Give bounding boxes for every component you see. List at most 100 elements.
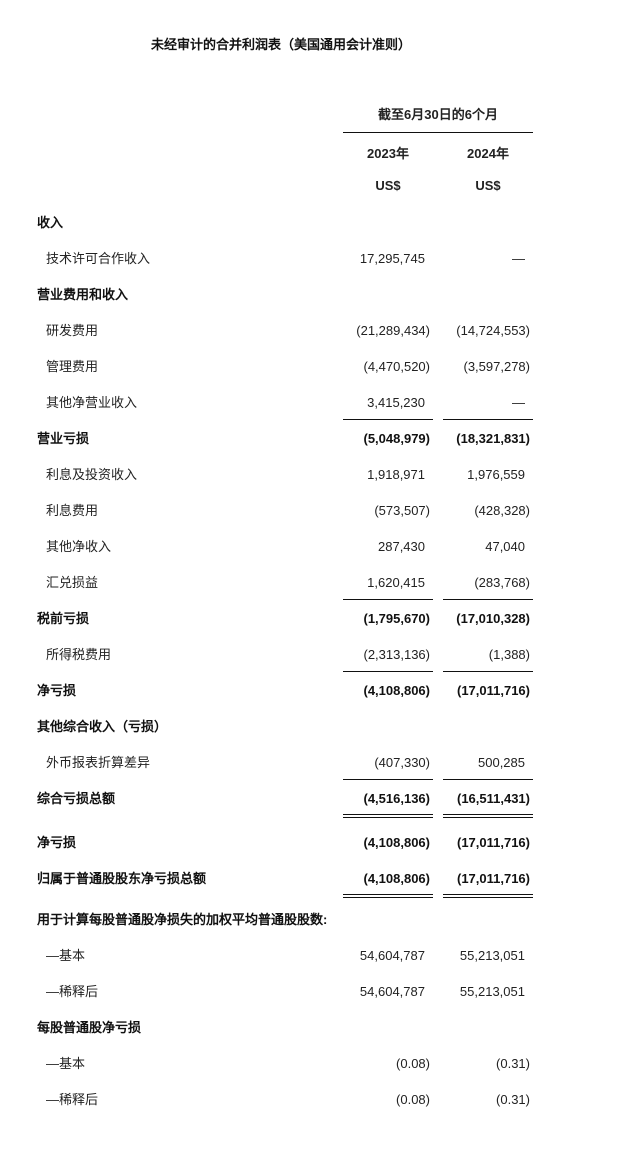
row-label: 营业费用和收入 [37,287,129,302]
row-label: 其他净收入 [46,539,112,554]
row-label: 收入 [37,215,64,230]
value-2023: (4,108,806) [363,835,431,850]
value-2023: (1,795,670) [363,611,431,626]
value-2024: (3,597,278) [463,359,531,374]
value-2023: 54,604,787 [359,948,425,963]
row-label: —稀释后 [46,1092,99,1107]
value-2023: (5,048,979) [363,431,431,446]
value-2024: (17,010,328) [456,611,530,626]
table-row: 收入 [0,205,618,241]
table-row: 用于计算每股普通股净损失的加权平均普通股股数: [0,902,618,938]
value-2023: (4,108,806) [343,861,433,898]
value-2024: — [512,251,525,266]
value-2023: (2,313,136) [343,637,433,672]
table-row: 汇兑损益 1,620,415 (283,768) [0,565,618,601]
table-row: —基本 (0.08) (0.31) [0,1046,618,1082]
currency-2023-header: US$ [375,178,401,193]
year-2024-header: 2024年 [467,146,509,161]
row-label: 用于计算每股普通股净损失的加权平均普通股股数: [37,912,328,927]
statement-title: 未经审计的合并利润表（美国通用会计准则） [150,37,411,52]
value-2023: 287,430 [378,539,425,554]
table-row: 营业费用和收入 [0,277,618,313]
value-2024 [443,205,533,240]
value-2024: (0.31) [496,1056,530,1071]
value-2023: (21,289,434) [356,323,430,338]
row-label: 所得税费用 [46,647,112,662]
value-2024: (17,011,716) [443,861,533,898]
value-2024: (17,011,716) [456,835,530,850]
row-label: 营业亏损 [37,431,90,446]
value-2024: (14,724,553) [456,323,530,338]
value-2024 [443,1010,533,1045]
row-label: 综合亏损总额 [37,791,116,806]
value-2023: (4,516,136) [343,781,433,818]
row-label: —稀释后 [46,984,99,999]
row-label: 每股普通股净亏损 [37,1020,142,1035]
value-2023 [343,1010,433,1045]
table-row: 税前亏损 (1,795,670) (17,010,328) [0,601,618,637]
period-header: 截至6月30日的6个月 [343,104,533,133]
value-2023: 1,620,415 [343,565,433,600]
value-2023: 54,604,787 [359,984,425,999]
row-label: 归属于普通股股东净亏损总额 [37,871,207,886]
value-2023: (0.08) [396,1092,430,1107]
year-2023-header: 2023年 [367,146,409,161]
value-2024: (17,011,716) [456,683,530,698]
value-2024 [443,902,533,937]
table-row: 外币报表折算差异 (407,330) 500,285 [0,745,618,781]
row-label: 技术许可合作收入 [46,251,151,266]
row-label: —基本 [46,948,86,963]
table-row: 营业亏损 (5,048,979) (18,321,831) [0,421,618,457]
table-row: 所得税费用 (2,313,136) (1,388) [0,637,618,673]
income-statement-table: 收入 技术许可合作收入 17,295,745 — 营业费用和收入 研发费用 (21,289,… [0,205,618,1118]
table-row: 综合亏损总额 (4,516,136) (16,511,431) [0,781,618,818]
row-label: 外币报表折算差异 [46,755,151,770]
table-row: 利息及投资收入 1,918,971 1,976,559 [0,457,618,493]
row-label: 管理费用 [46,359,99,374]
table-row: 技术许可合作收入 17,295,745 — [0,241,618,277]
value-2024: (16,511,431) [443,781,533,818]
value-2023: (407,330) [343,745,433,780]
value-2023 [343,277,433,312]
value-2024: 500,285 [443,745,533,780]
table-row: —稀释后 54,604,787 55,213,051 [0,974,618,1010]
row-label: 净亏损 [37,683,77,698]
row-label: —基本 [46,1056,86,1071]
table-row: —稀释后 (0.08) (0.31) [0,1082,618,1118]
row-label: 利息费用 [46,503,99,518]
table-row: 归属于普通股股东净亏损总额 (4,108,806) (17,011,716) [0,861,618,898]
value-2024: (18,321,831) [456,431,530,446]
table-row: —基本 54,604,787 55,213,051 [0,938,618,974]
table-row: 其他净收入 287,430 47,040 [0,529,618,565]
value-2023 [343,709,433,744]
value-2023: 1,918,971 [367,467,425,482]
table-row: 其他综合收入（亏损） [0,709,618,745]
value-2024: 47,040 [485,539,525,554]
value-2024 [443,709,533,744]
row-label: 汇兑损益 [46,575,99,590]
value-2024: 55,213,051 [459,984,525,999]
table-row: 净亏损 (4,108,806) (17,011,716) [0,673,618,709]
row-label: 其他净营业收入 [46,395,138,410]
table-row: 每股普通股净亏损 [0,1010,618,1046]
value-2023 [343,205,433,240]
value-2023 [343,902,433,937]
row-label: 利息及投资收入 [46,467,138,482]
value-2024: (283,768) [443,565,533,600]
value-2023: (4,470,520) [363,359,431,374]
table-row: 研发费用 (21,289,434) (14,724,553) [0,313,618,349]
value-2023: 17,295,745 [359,251,425,266]
table-row: 利息费用 (573,507) (428,328) [0,493,618,529]
value-2024: (428,328) [474,503,530,518]
value-2024 [443,277,533,312]
row-label: 净亏损 [37,835,77,850]
row-label: 税前亏损 [37,611,90,626]
value-2024: 55,213,051 [459,948,525,963]
value-2023: (573,507) [374,503,430,518]
table-row: 管理费用 (4,470,520) (3,597,278) [0,349,618,385]
value-2024: — [443,385,533,420]
row-label: 其他综合收入（亏损） [37,719,168,734]
value-2023: (4,108,806) [363,683,431,698]
value-2024: (0.31) [496,1092,530,1107]
value-2023: 3,415,230 [343,385,433,420]
